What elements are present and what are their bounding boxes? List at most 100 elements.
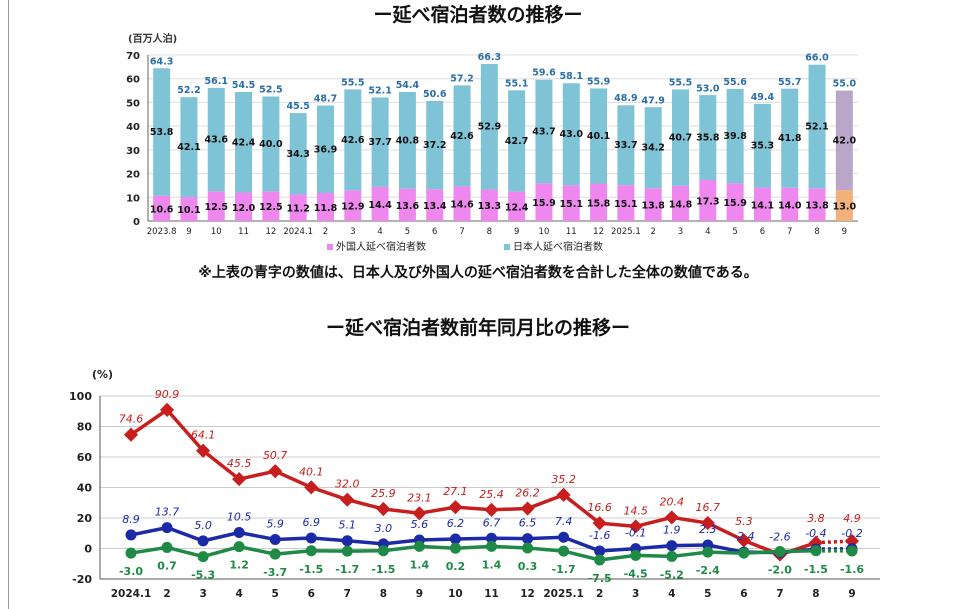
bar-foreign <box>835 190 853 221</box>
x-tick-label: 9 <box>848 588 855 600</box>
japanese-label: 42.6 <box>450 131 474 142</box>
legend-label-japanese: 日本人延べ宿泊者数 <box>513 240 603 253</box>
data-label: 16.6 <box>587 501 612 514</box>
x-tick-label: 3 <box>350 227 355 237</box>
data-label: -1.7 <box>552 563 576 576</box>
japanese-label: 36.9 <box>314 144 337 155</box>
x-tick-label: 5 <box>704 588 711 600</box>
bar-japanese <box>153 68 171 196</box>
y-tick-label: 40 <box>126 122 140 133</box>
x-tick-label: 4 <box>377 227 382 237</box>
data-point <box>341 535 353 547</box>
bar-foreign <box>453 186 471 221</box>
y-tick-label: 0 <box>84 543 92 556</box>
foreign-label: 15.8 <box>587 198 611 209</box>
y-axis-unit: (百万人泊) <box>128 32 177 45</box>
legend-swatch-japanese <box>504 244 510 250</box>
data-label: 3.8 <box>807 512 825 525</box>
data-label: 2.3 <box>699 523 717 536</box>
data-point <box>594 554 606 566</box>
data-label: 1.4 <box>482 558 502 571</box>
data-point <box>305 545 317 557</box>
data-label: 7.4 <box>555 515 573 528</box>
total-label: 47.9 <box>641 95 664 106</box>
x-tick-label: 3 <box>199 588 206 600</box>
foreign-label: 13.3 <box>478 201 501 212</box>
foreign-label: 14.4 <box>368 200 392 211</box>
x-tick-label: 10 <box>211 227 222 237</box>
japanese-label: 35.8 <box>696 133 720 144</box>
bar-foreign <box>535 183 553 221</box>
total-label: 56.1 <box>205 76 228 87</box>
total-label: 59.6 <box>532 68 556 79</box>
y-axis-unit: (%) <box>92 368 113 381</box>
data-label: 23.1 <box>407 491 432 504</box>
data-label: -1.6 <box>589 529 610 542</box>
data-point <box>125 529 137 541</box>
foreign-label: 15.9 <box>723 198 746 209</box>
data-label: -2.4 <box>696 564 720 577</box>
data-point <box>738 547 750 559</box>
japanese-label: 52.1 <box>805 121 828 132</box>
data-point <box>486 540 497 552</box>
data-point <box>125 547 137 559</box>
foreign-label: 12.5 <box>205 202 228 213</box>
data-point <box>774 546 786 558</box>
x-tick-label: 7 <box>459 227 464 237</box>
data-point <box>664 510 679 525</box>
bar-japanese <box>617 105 635 186</box>
data-label: 1.4 <box>410 558 430 571</box>
total-label: 55.5 <box>341 77 364 88</box>
bar-japanese <box>180 97 198 198</box>
data-label: 50.7 <box>263 449 288 462</box>
bar-japanese <box>835 90 853 191</box>
x-tick-label: 9 <box>416 588 423 600</box>
total-label: 53.0 <box>696 83 720 94</box>
y-tick-label: 80 <box>77 421 93 434</box>
total-label: 66.3 <box>478 52 501 63</box>
data-point <box>700 515 715 531</box>
y-tick-label: 10 <box>126 193 140 204</box>
japanese-label: 52.9 <box>478 122 501 133</box>
data-label: 20.4 <box>660 495 685 508</box>
x-tick-label: 2 <box>596 588 603 600</box>
data-point <box>196 443 211 458</box>
data-label: 74.6 <box>119 413 144 426</box>
data-label: 6.7 <box>483 516 501 529</box>
foreign-label: 14.0 <box>778 200 802 211</box>
bar-foreign <box>672 185 689 221</box>
japanese-label: 42.4 <box>232 137 256 148</box>
bar-japanese <box>235 91 253 193</box>
foreign-label: 13.8 <box>805 201 829 212</box>
data-label: 5.0 <box>194 519 212 532</box>
foreign-label: 12.4 <box>505 202 529 213</box>
x-tick-label: 8 <box>487 227 492 237</box>
total-label: 54.4 <box>396 80 420 91</box>
y-tick-label: 30 <box>126 146 140 157</box>
foreign-label: 13.8 <box>641 201 665 212</box>
bar-japanese <box>508 90 526 192</box>
total-label: 52.2 <box>177 85 200 96</box>
bar-japanese <box>207 87 225 192</box>
foreign-label: 10.6 <box>150 204 174 215</box>
data-point <box>736 533 751 548</box>
data-label: -2.0 <box>768 564 792 577</box>
data-point <box>666 550 678 562</box>
data-point <box>268 464 283 479</box>
foreign-label: 11.8 <box>314 203 338 214</box>
bar-japanese <box>535 79 553 184</box>
data-label: -0.4 <box>805 527 826 540</box>
x-tick-label: 12 <box>593 227 604 237</box>
data-label: 90.9 <box>155 388 180 401</box>
data-label: -5.2 <box>660 568 684 581</box>
bar-foreign <box>426 189 444 221</box>
line-chart-title: ー延べ宿泊者数前年同月比の推移ー <box>325 317 630 339</box>
data-label: 64.1 <box>191 429 216 442</box>
data-label: 8.9 <box>122 513 140 526</box>
bar-japanese <box>289 113 307 195</box>
bar-japanese <box>398 91 416 189</box>
total-label: 55.0 <box>833 79 857 90</box>
x-tick-label: 11 <box>484 588 499 600</box>
data-label: -3.7 <box>263 566 287 579</box>
x-tick-label: 2 <box>650 227 655 237</box>
